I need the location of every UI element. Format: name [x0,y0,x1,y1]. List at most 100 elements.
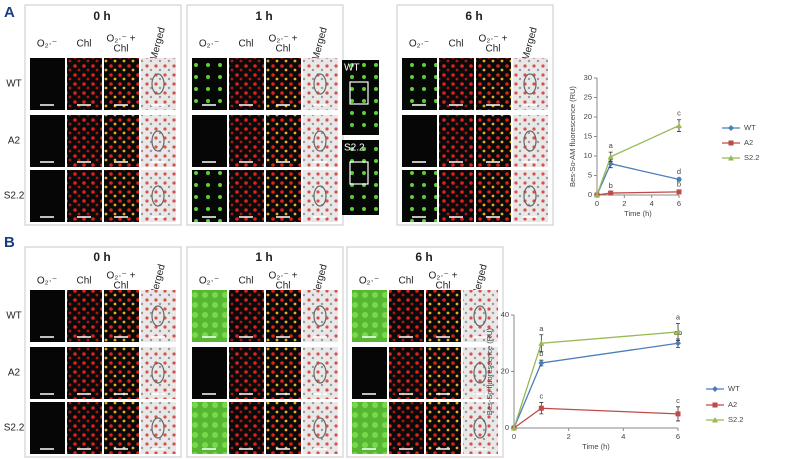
micrograph [141,290,176,342]
column-label: O₂·⁻ + [107,271,136,282]
group-frame [186,246,344,458]
micrograph [402,170,437,222]
marker [728,155,734,161]
marker [676,189,682,195]
micrograph [389,290,424,342]
y-tick-label: 10 [584,151,592,160]
micrograph [266,402,301,454]
micrograph [141,170,176,222]
column-label: O₂·⁻ + [479,34,508,45]
micrograph [229,347,264,399]
micrograph [513,115,548,167]
micrograph [104,347,139,399]
marker [675,328,681,335]
point-label: b [539,349,543,358]
micrograph [439,115,474,167]
micrograph [30,402,65,454]
point-label: c [539,392,543,401]
column-label: Chl [275,281,290,292]
column-label: O₂·⁻ + [269,34,298,45]
x-axis-label: Time (h) [624,209,652,218]
x-tick-label: 0 [512,432,516,441]
stoma-outline [151,73,165,95]
column-label: O₂·⁻ [409,39,429,50]
column-label: O₂·⁻ [359,276,379,287]
micrograph [30,347,65,399]
micrograph [67,58,102,110]
marker [712,402,718,408]
micrograph [426,347,461,399]
micrograph [30,115,65,167]
inset-box [349,81,369,105]
micrograph [439,170,474,222]
column-label: Chl [76,39,91,50]
micrograph [266,58,301,110]
inset-image [342,140,379,215]
row-label: WT [6,311,22,322]
column-label: Chl [113,281,128,292]
micrograph [192,115,227,167]
micrograph [402,58,437,110]
stoma-outline [523,185,537,207]
micrograph [141,115,176,167]
column-label: Chl [448,39,463,50]
column-label: Chl [435,281,450,292]
micrograph [67,402,102,454]
marker [594,192,600,198]
micrograph [229,402,264,454]
marker [538,340,545,346]
stoma-outline [151,305,165,327]
stoma-outline [313,362,327,384]
micrograph [463,347,498,399]
marker [538,405,544,411]
micrograph [389,347,424,399]
row-label: A2 [8,368,21,379]
column-label: O₂·⁻ + [429,271,458,282]
micrograph [426,402,461,454]
micrograph [141,347,176,399]
micrograph [389,402,424,454]
micrograph [266,115,301,167]
stoma-outline [473,417,487,439]
micrograph [192,402,227,454]
legend-label: WT [728,384,740,393]
stoma-outline [473,362,487,384]
point-label: d [677,167,681,176]
y-tick-label: 0 [505,423,509,432]
micrograph [104,58,139,110]
marker [728,125,734,131]
marker [607,153,614,160]
inset-label: S2.2 [344,143,365,154]
group-title: 6 h [465,9,482,23]
micrograph [352,402,387,454]
micrograph [141,402,176,454]
column-label: Chl [238,276,253,287]
stoma-outline [151,417,165,439]
micrograph [402,115,437,167]
micrograph [229,170,264,222]
micrograph [30,290,65,342]
stoma-outline [313,185,327,207]
micrograph [513,170,548,222]
stoma-outline [313,73,327,95]
column-label: O₂·⁻ + [107,34,136,45]
legend-label: A2 [744,138,753,147]
micrograph [266,347,301,399]
marker [675,411,681,417]
point-label: b [677,180,681,189]
y-axis-label: Bes-So fluorescence (RU) [485,327,494,415]
x-tick-label: 6 [676,432,680,441]
group-frame [346,246,504,458]
micrograph [229,290,264,342]
micrograph [352,347,387,399]
group-title: 1 h [255,9,272,23]
micrograph [104,170,139,222]
micrograph [303,115,338,167]
marker [676,176,682,183]
point-label: c [676,396,680,405]
x-tick-label: 4 [650,199,654,208]
point-label: a [539,324,544,333]
x-tick-label: 4 [621,432,625,441]
x-axis-label: Time (h) [582,442,610,451]
series-line [596,163,680,196]
